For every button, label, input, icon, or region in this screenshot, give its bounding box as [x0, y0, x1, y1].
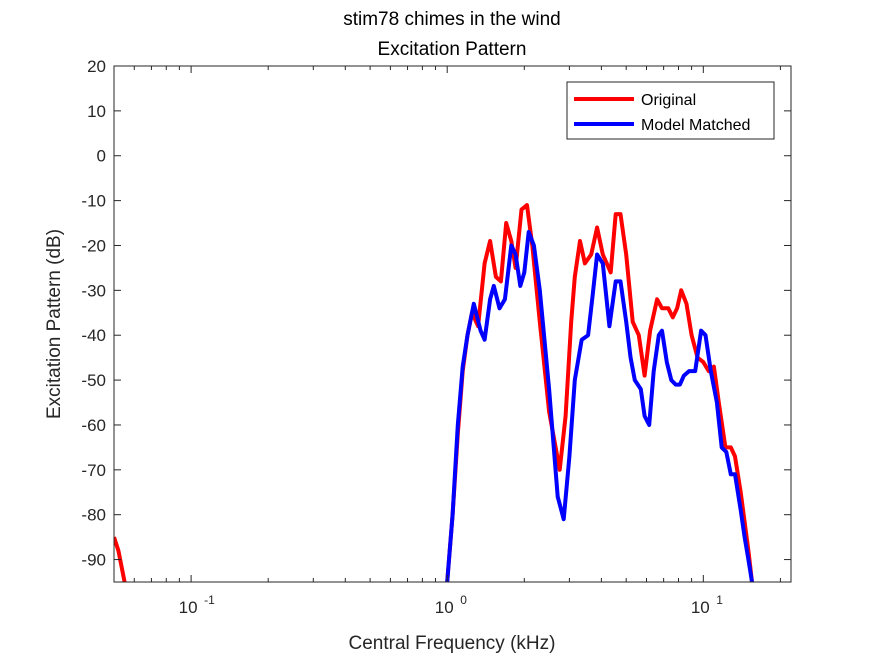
- x-tick-label: 10: [691, 598, 710, 617]
- x-tick-exponent: -1: [204, 593, 215, 607]
- chart-subtitle: Excitation Pattern: [378, 39, 527, 60]
- y-tick-label: 10: [87, 102, 106, 121]
- y-tick-label: 20: [87, 57, 106, 76]
- series-line-original: [114, 203, 754, 582]
- chart-title: stim78 chimes in the wind: [343, 9, 561, 30]
- x-tick-exponent: 1: [716, 593, 723, 607]
- y-tick-label: 0: [97, 147, 106, 166]
- legend-label-original: Original: [641, 92, 696, 109]
- y-tick-label: -20: [81, 236, 106, 255]
- y-tick-label: -10: [81, 192, 106, 211]
- y-tick-label: -50: [81, 371, 106, 390]
- legend-box: [566, 81, 775, 140]
- x-tick-label: 10: [179, 598, 198, 617]
- y-tick-label: -90: [81, 551, 106, 570]
- x-tick-exponent: 0: [460, 593, 467, 607]
- series-layer: [114, 203, 754, 582]
- y-axis-label: Excitation Pattern (dB): [44, 229, 65, 419]
- series-line-model-matched: [445, 230, 754, 582]
- y-tick-label: -40: [81, 326, 106, 345]
- y-tick-label: -60: [81, 416, 106, 435]
- plot-frame: [113, 65, 792, 583]
- legend: Original Model Matched: [566, 81, 775, 140]
- legend-label-model-matched: Model Matched: [641, 117, 750, 134]
- x-tick-label: 10: [435, 598, 454, 617]
- y-tick-label: -30: [81, 281, 106, 300]
- y-tick-label: -80: [81, 506, 106, 525]
- x-axis-label: Central Frequency (kHz): [349, 633, 556, 654]
- y-tick-label: -70: [81, 461, 106, 480]
